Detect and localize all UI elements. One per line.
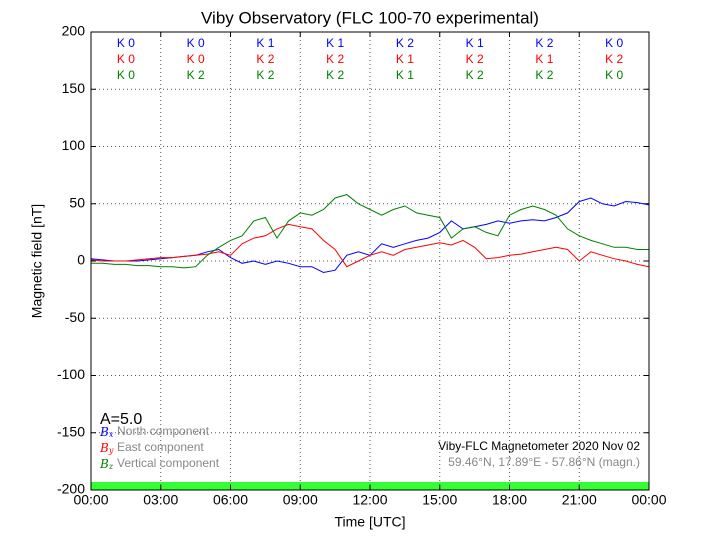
legend-symbol-subscript: z	[108, 462, 114, 471]
k-index-label: K 1	[256, 36, 274, 50]
k-index-label: K 2	[256, 68, 274, 82]
k-index-label: K 1	[326, 36, 344, 50]
legend-symbol-subscript: x	[109, 430, 114, 439]
y-tick-label: -200	[57, 481, 85, 497]
x-tick-label: 21:00	[562, 492, 597, 508]
k-index-label: K 1	[396, 52, 414, 66]
k-index-label: K 0	[187, 36, 205, 50]
k-index-label: K 2	[466, 68, 484, 82]
legend-symbol-letter: B	[99, 441, 109, 455]
legend-label: North component	[117, 424, 210, 438]
legend-label: East component	[117, 440, 204, 454]
k-index-label: K 2	[605, 52, 623, 66]
k-index-label: K 1	[535, 52, 553, 66]
k-index-label: K 0	[117, 52, 135, 66]
legend-symbol-letter: B	[99, 457, 109, 471]
x-tick-label: 03:00	[143, 492, 178, 508]
y-tick-label: -150	[57, 423, 85, 439]
x-tick-label: 18:00	[492, 492, 527, 508]
legend-symbol: Bz	[99, 457, 114, 472]
k-index-label: K 2	[535, 36, 553, 50]
y-tick-label: -50	[65, 309, 85, 325]
k-index-label: K 0	[187, 52, 205, 66]
data-line	[91, 194, 649, 269]
plot-frame	[90, 31, 650, 491]
chart-title: Viby Observatory (FLC 100-70 experimenta…	[201, 8, 539, 27]
y-tick-label: 100	[62, 137, 86, 153]
y-tick-label: 200	[62, 23, 86, 39]
x-tick-label: 09:00	[283, 492, 318, 508]
y-tick-label: 150	[62, 80, 86, 96]
y-axis-label: Magnetic field [nT]	[29, 204, 45, 318]
data-line	[90, 223, 650, 268]
k-index-label: K 0	[605, 36, 623, 50]
x-tick-label: 12:00	[352, 492, 387, 508]
k-index-label: K 0	[117, 68, 135, 82]
x-tick-label: 15:00	[422, 492, 457, 508]
k-index-label: K 2	[187, 68, 205, 82]
k-index-label: K 2	[535, 68, 553, 82]
x-tick-label: 00:00	[73, 492, 108, 508]
annotation: 59.46°N, 17.89°E - 57.86°N (magn.)	[448, 455, 640, 469]
y-tick-label: 50	[69, 194, 85, 210]
k-index-label: K 0	[605, 68, 623, 82]
annotation: Viby-FLC Magnetometer 2020 Nov 02	[438, 439, 640, 453]
legend-label: Vertical component	[117, 456, 220, 470]
k-index-label: K 2	[256, 52, 274, 66]
k-index-label: K 2	[396, 36, 414, 50]
y-tick-label: -100	[57, 366, 85, 382]
k-index-label: K 1	[466, 36, 484, 50]
legend-symbol: Bx	[99, 425, 114, 440]
legend-symbol-subscript: y	[108, 446, 114, 455]
k-index-label: K 2	[326, 68, 344, 82]
k-index-label: K 1	[396, 68, 414, 82]
x-tick-label: 00:00	[631, 492, 666, 508]
k-index-label: K 0	[117, 36, 135, 50]
y-tick-label: 0	[77, 252, 85, 268]
x-axis-label: Time [UTC]	[334, 514, 405, 530]
legend-symbol: By	[99, 441, 114, 456]
k-index-label: K 2	[466, 52, 484, 66]
legend-symbol-letter: B	[99, 425, 109, 439]
x-tick-label: 06:00	[213, 492, 248, 508]
k-index-label: K 2	[326, 52, 344, 66]
annotation: A=5.0	[100, 411, 142, 428]
